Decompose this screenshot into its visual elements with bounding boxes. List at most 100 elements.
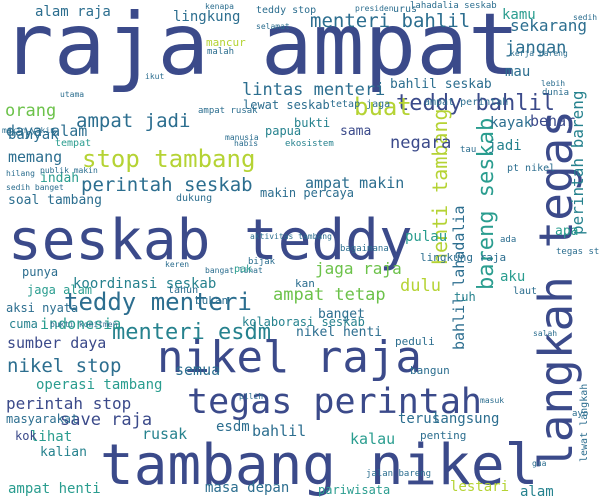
word-pt-nikel: pt nikel (507, 163, 556, 174)
word-lahadalia-seskab: lahadalia seskab (410, 1, 497, 11)
word-operasi-tambang: operasi tambang (36, 377, 163, 393)
word-save-raja: save raja (60, 410, 153, 430)
word-kan: kan (295, 277, 315, 290)
word-tau: tau (460, 145, 477, 155)
word-cuma: cuma (9, 317, 38, 331)
word-salah: salah (533, 329, 558, 338)
word-aktivitas-tambang: aktivitas tambang (250, 232, 332, 241)
word-peduli: peduli (395, 335, 435, 348)
word-ayo: ayo (572, 409, 589, 419)
word-ikut: ikut (145, 72, 165, 81)
word-tegas-stop: tegas stop (556, 247, 600, 257)
word-makin-yakin: makin yakin (2, 126, 55, 135)
word-bahlil: bahlil (252, 422, 307, 440)
word-dulu: dulu (400, 276, 441, 296)
word-banyak: banyak (8, 127, 59, 143)
word-ampat-tetap: ampat tetap (273, 285, 386, 305)
word-dukung: dukung (176, 193, 213, 204)
word-sekarang: sekarang (510, 16, 588, 35)
word-hilang: hilang (6, 169, 35, 178)
word-kok: kok (15, 429, 37, 443)
word-pilih: pilih (239, 392, 264, 401)
word-jangan: jangan (505, 38, 567, 58)
word-punya: punya (22, 265, 59, 279)
word-bangun: bangun (410, 364, 450, 377)
word-kerja-bareng: kerja bareng (510, 49, 568, 58)
word-teddy-stop: teddy stop (256, 5, 317, 16)
word-alam-raja: alam raja (35, 4, 111, 20)
word-kamu: kamu (502, 7, 536, 23)
word-perintah-stop: perintah stop (6, 394, 132, 413)
word-utama: utama (60, 90, 85, 99)
word-lingkung: lingkung (173, 9, 241, 25)
word-bagaimana: bagaimana (340, 244, 389, 254)
word-ampat-makin: ampat makin (305, 174, 405, 192)
word-ampat-henti: ampat henti (8, 481, 101, 497)
word-tetap-jaga: tetap jaga (330, 99, 391, 110)
word-lingkung-raja: lingkung raja (420, 251, 507, 264)
word-soal-tambang: soal tambang (8, 193, 102, 208)
word-apa: apa (555, 224, 579, 239)
word-banget: banget (318, 307, 365, 322)
word-habis: habis (234, 139, 259, 148)
word-tambang-nikel: tambang nikel (100, 433, 539, 498)
word-kayak: kayak (490, 115, 533, 131)
word-menteri-esdm: menteri esdm (112, 320, 271, 345)
word-sama: sama (340, 124, 372, 139)
word-sedih: sedih (573, 13, 598, 22)
word-ada: ada (500, 235, 517, 245)
word-masuk: masuk (480, 396, 505, 405)
word-lintas-menteri: lintas menteri (242, 80, 386, 100)
word-jadi: jadi (488, 138, 522, 154)
word-kenapa: kenapa (205, 2, 234, 11)
word-bukti-komitmen: bukti komitmen (50, 320, 118, 329)
word-benar: benar (530, 112, 576, 130)
word-buat: buat (354, 93, 412, 121)
word-raja-ampat: raja ampat (2, 0, 520, 95)
word-indonesia: indonesia (40, 315, 122, 333)
word-penting: penting (420, 429, 467, 442)
word-teddy-menteri: teddy menteri (64, 288, 252, 316)
word-lebih: lebih (541, 79, 566, 88)
word-publik-makin: publik makin (40, 166, 98, 175)
word-langsung: langsung (432, 411, 500, 427)
word-kalian: kalian (40, 445, 87, 460)
word-tempat: tempat (55, 138, 92, 149)
word-manusia: manusia (225, 133, 259, 142)
word-laut: laut (513, 286, 538, 297)
word-mancur: mancur (206, 36, 246, 49)
word-kolaborasi-seskab: kolaborasi seskab (242, 315, 365, 329)
word-nikel-henti: nikel henti (296, 325, 383, 340)
word-bukan: bukan (195, 294, 229, 307)
word-keren: keren (165, 260, 190, 269)
word-malah: malah (207, 47, 235, 57)
word-menteri-bahlil: menteri bahlil (310, 10, 471, 32)
word-pulau: pulau (405, 229, 448, 245)
word-memang: memang (8, 148, 63, 166)
word-bijak: bijak (248, 257, 276, 267)
word-seskab-teddy: seskab teddy (8, 208, 413, 273)
word-lewat-langkah: lewat langkah (579, 383, 590, 462)
word-semua: semua (175, 361, 221, 379)
word-tegas-perintah: tegas perintah (187, 382, 483, 422)
word-bahlil-seskab: bahlil seskab (390, 77, 492, 92)
word-ampat-perintah: ampat perintah (424, 97, 509, 108)
word-makin-percaya: makin percaya (260, 186, 354, 200)
word-masyarakat: masyarakat (6, 412, 79, 426)
word-jaga-alam: jaga alam (27, 283, 93, 297)
word-orang: orang (5, 101, 57, 121)
word-dunia: dunia (542, 88, 570, 98)
word-perintah-bareng: perintah bareng (568, 90, 587, 236)
word-ekosistem: ekosistem (285, 139, 334, 149)
word-aku: aku (500, 269, 526, 285)
word-nikel-raja: nikel raja (157, 332, 422, 383)
word-lihat: lihat (30, 429, 73, 445)
word-terus: terus (398, 411, 441, 427)
word-perintah-seskab: perintah seskab (81, 174, 253, 196)
word-ampat-jadi: ampat jadi (76, 110, 191, 132)
word-teddy-bahlil: teddy bahlil (396, 91, 555, 116)
word-kalau: kalau (350, 430, 396, 448)
word-daya-alam: daya alam (6, 122, 88, 140)
word-stop-tambang: stop tambang (82, 145, 256, 173)
